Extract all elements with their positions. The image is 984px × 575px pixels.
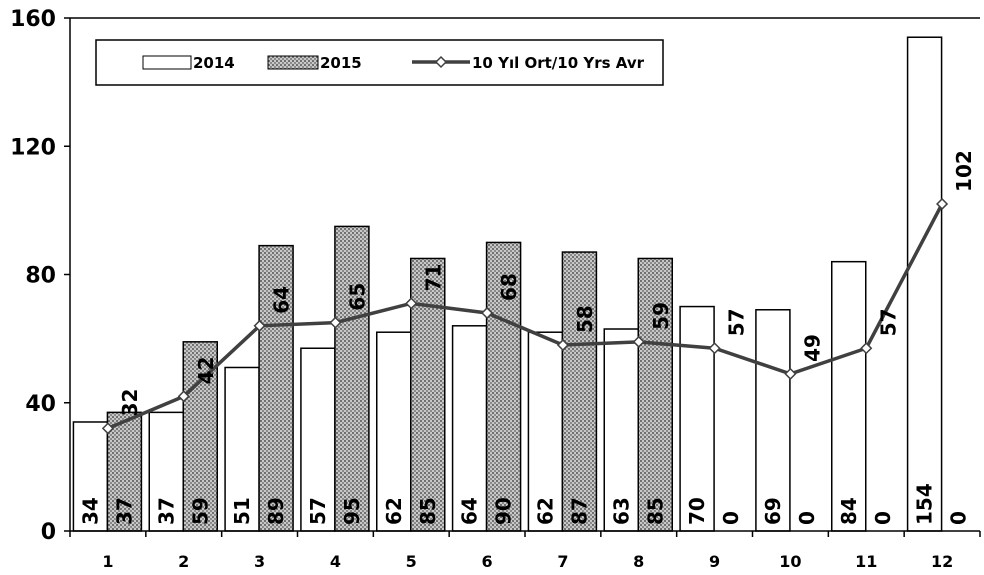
x-tick-label: 4 — [330, 552, 341, 571]
bar-2015-label: 59 — [188, 497, 212, 525]
average-point — [632, 335, 645, 348]
y-tick-label: 40 — [25, 392, 56, 417]
average-label: 32 — [118, 389, 142, 417]
data-labels: 34 37 37 59 51 89 57 95 62 85 64 90 62 87 63 85 70 0 69 0 84… — [78, 150, 976, 525]
bar-2014-label: 62 — [533, 497, 557, 525]
bar-2015 — [106, 411, 143, 532]
bar-2014-label: 154 — [913, 483, 937, 525]
average-label: 59 — [649, 302, 673, 330]
bar-2014-label: 37 — [154, 497, 178, 525]
bar-2015 — [182, 341, 218, 532]
bar-2015-label: 85 — [643, 497, 667, 525]
bar-2014-label: 51 — [230, 497, 254, 525]
bar-2015-label: 0 — [719, 511, 743, 525]
average-point — [556, 338, 569, 352]
average-label: 42 — [194, 356, 218, 384]
bar-2015 — [561, 251, 598, 532]
x-tick-label: 6 — [482, 552, 493, 571]
average-point — [405, 297, 418, 310]
bar-2015-label: 90 — [492, 497, 516, 525]
y-tick-label: 80 — [25, 264, 56, 289]
x-tick-label: 8 — [633, 552, 644, 571]
average-label: 65 — [345, 283, 369, 311]
x-tick-label: 11 — [855, 552, 877, 571]
x-tick-label: 3 — [254, 552, 265, 571]
average-point — [860, 342, 873, 355]
legend: 2014 2015 10 Yıl Ort/10 Yrs Avr — [95, 39, 664, 86]
bar-2014-label: 63 — [609, 497, 633, 525]
bar-2015 — [334, 225, 370, 532]
y-tick-label: 120 — [10, 135, 56, 160]
legend-average-marker — [434, 55, 448, 69]
legend-swatch-2015 — [267, 55, 319, 70]
average-label: 68 — [497, 273, 521, 301]
bar-2015-label: 0 — [871, 511, 895, 525]
y-tick-label: 160 — [10, 7, 56, 32]
bar-2014-label: 57 — [306, 497, 330, 525]
average-label: 57 — [725, 308, 749, 336]
x-tick-label: 9 — [709, 552, 720, 571]
average-point — [481, 306, 494, 320]
x-tick-label: 7 — [557, 552, 568, 571]
bar-2014-label: 69 — [761, 497, 785, 525]
legend-label-average: 10 Yıl Ort/10 Yrs Avr — [472, 54, 645, 72]
average-point — [936, 197, 949, 211]
average-point — [708, 342, 721, 355]
bar-2014 — [906, 36, 943, 532]
bar-2014 — [755, 309, 791, 532]
x-tick-label: 2 — [178, 552, 189, 571]
average-label: 71 — [421, 264, 445, 292]
average-point — [253, 319, 266, 332]
average-label: 57 — [876, 308, 900, 336]
average-line — [101, 197, 949, 435]
x-tick-label: 10 — [779, 552, 801, 571]
bar-2015-label: 37 — [112, 497, 136, 525]
bar-2014-label: 62 — [382, 497, 406, 525]
bar-2014-label: 34 — [78, 497, 102, 525]
bar-2015 — [410, 257, 446, 532]
average-line-path — [107, 203, 944, 431]
legend-swatch-2014 — [142, 55, 192, 70]
bar-2014-label: 84 — [837, 497, 861, 525]
x-tick-label: 1 — [102, 552, 113, 571]
average-point — [177, 390, 190, 403]
bar-2015-label: 87 — [567, 497, 591, 525]
y-tick-label: 0 — [41, 520, 56, 545]
bar-2015 — [485, 241, 522, 532]
bar-2015 — [258, 244, 294, 532]
bar-2015-label: 95 — [340, 497, 364, 525]
average-label: 58 — [573, 305, 597, 333]
legend-label-2015: 2015 — [320, 54, 362, 72]
average-point — [784, 367, 797, 380]
average-point — [101, 422, 114, 435]
bar-2015 — [637, 257, 673, 532]
bars — [72, 36, 943, 532]
x-tick-label: 12 — [931, 552, 953, 571]
legend-label-2014: 2014 — [193, 54, 235, 72]
bar-2015-label: 89 — [264, 497, 288, 525]
average-label: 49 — [800, 334, 824, 362]
bar-2014-label: 64 — [458, 497, 482, 525]
average-label: 102 — [952, 150, 976, 192]
bar-2015-label: 0 — [947, 511, 971, 525]
average-point — [329, 316, 342, 329]
bar-2014 — [72, 421, 109, 532]
bar-2015-label: 0 — [795, 511, 819, 525]
x-tick-label: 5 — [406, 552, 417, 571]
bar-2014 — [831, 260, 867, 532]
bar-2014-label: 70 — [685, 497, 709, 525]
bar-2015-label: 85 — [416, 497, 440, 525]
average-label: 64 — [270, 286, 294, 314]
bar-2014 — [679, 305, 715, 532]
